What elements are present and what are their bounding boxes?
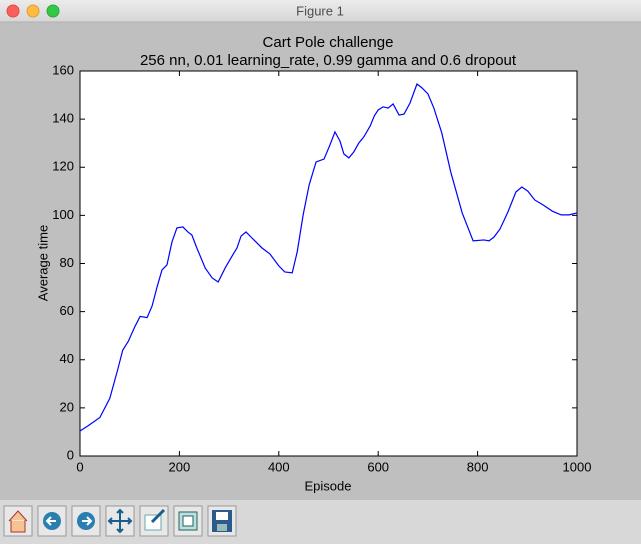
pan-button[interactable]: [105, 505, 135, 537]
y-tick-label: 80: [60, 255, 74, 270]
close-button[interactable]: [6, 4, 20, 18]
minimize-button[interactable]: [26, 4, 40, 18]
x-tick-label: 1000: [563, 459, 592, 474]
title-bar: [0, 0, 641, 22]
data-line: [79, 83, 578, 432]
plot-area: [79, 70, 578, 457]
zoom-rect-button[interactable]: [139, 505, 169, 537]
chart-subtitle: 256 nn, 0.01 learning_rate, 0.99 gamma a…: [140, 52, 517, 69]
y-tick-label: 60: [60, 303, 74, 318]
y-tick-label: 100: [52, 207, 74, 222]
save-button[interactable]: [207, 505, 237, 537]
y-axis-label: Average time: [35, 225, 50, 301]
y-tick-label: 160: [52, 62, 74, 77]
y-tick-label: 40: [60, 351, 74, 366]
x-tick-label: 0: [76, 459, 83, 474]
chart-title: Cart Pole challenge: [263, 34, 394, 51]
toolbar-buttons: [3, 505, 237, 537]
home-button[interactable]: [3, 505, 33, 537]
back-button[interactable]: [37, 505, 67, 537]
x-axis-label: Episode: [305, 478, 352, 493]
forward-button[interactable]: [71, 505, 101, 537]
subplots-button[interactable]: [173, 505, 203, 537]
x-tick-label: 400: [268, 459, 290, 474]
x-tick-label: 600: [367, 459, 389, 474]
window-title: Figure 1: [296, 3, 344, 18]
y-tick-label: 120: [52, 159, 74, 174]
zoom-button[interactable]: [46, 4, 60, 18]
y-tick-label: 20: [60, 399, 74, 414]
y-tick-label: 0: [67, 447, 74, 462]
x-tick-label: 800: [467, 459, 489, 474]
x-tick-label: 200: [169, 459, 191, 474]
y-tick-label: 140: [52, 111, 74, 126]
